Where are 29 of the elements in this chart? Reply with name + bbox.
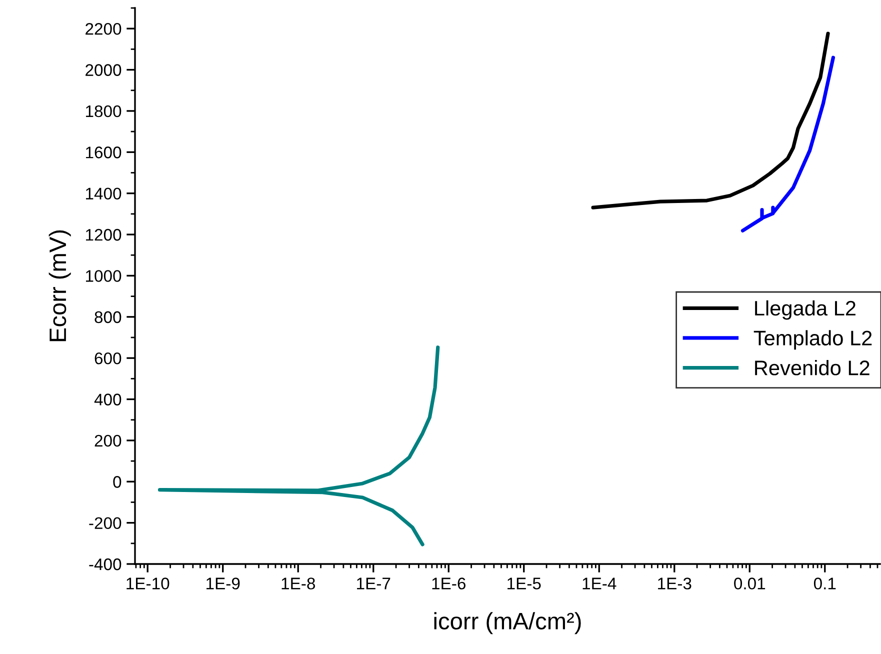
x-tick-label: 1E-7 — [357, 578, 390, 590]
x-tick-label: 1E-6 — [432, 578, 466, 590]
y-tick-label: 1600 — [86, 146, 122, 158]
legend-label: Llegada L2 — [755, 300, 856, 320]
x-tick-label: 1E-10 — [126, 578, 170, 590]
x-tick-label: 0.01 — [734, 578, 766, 590]
y-tick-label: 600 — [94, 352, 122, 364]
y-tick-label: 2000 — [86, 64, 122, 76]
y-tick-label: 1800 — [86, 105, 122, 118]
x-tick-label: 1E-9 — [206, 578, 240, 590]
x-tick-label: 1E-5 — [508, 578, 541, 590]
y-tick-label: 200 — [94, 434, 122, 447]
y-tick-label: -400 — [89, 558, 122, 570]
y-tick-label: 2200 — [86, 22, 122, 35]
y-tick-label: 1200 — [86, 228, 122, 241]
x-tick-label: 1E-8 — [282, 578, 315, 590]
y-tick-label: 1400 — [86, 188, 122, 200]
x-tick-label: 1E-4 — [582, 578, 616, 590]
y-tick-label: 400 — [94, 394, 122, 406]
y-axis-title: Ecorr (mV) — [48, 230, 71, 342]
y-tick-label: 800 — [94, 311, 122, 324]
legend-label: Revenido L2 — [755, 360, 870, 376]
y-tick-label: 0 — [113, 476, 122, 488]
y-tick-label: 1000 — [86, 270, 122, 282]
legend-label: Templado L2 — [754, 330, 872, 350]
x-axis-title: icorr (mA/cm²) — [434, 612, 581, 634]
y-tick-label: -200 — [89, 517, 122, 530]
x-tick-label: 1E-3 — [658, 578, 692, 590]
x-tick-label: 0.1 — [814, 578, 836, 590]
